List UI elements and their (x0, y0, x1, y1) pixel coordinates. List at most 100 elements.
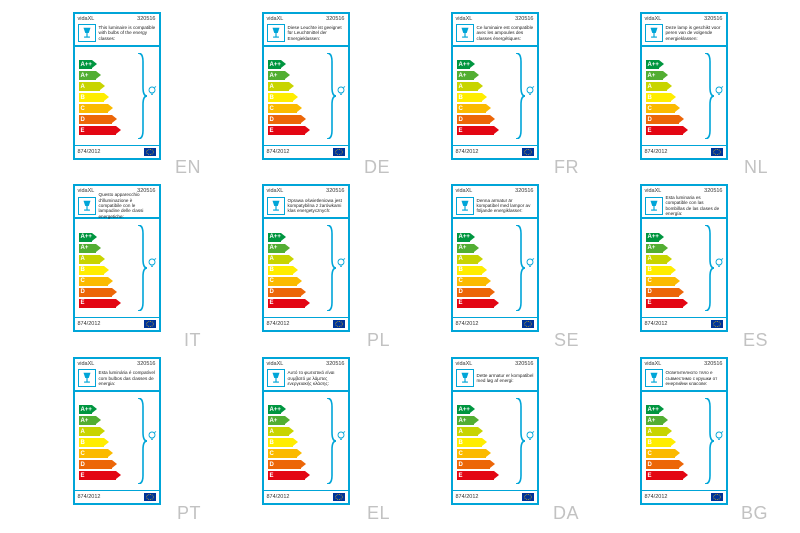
lamp-icon (458, 371, 472, 385)
language-code: ES (743, 330, 768, 351)
energy-arrow: A++ (268, 60, 305, 69)
energy-class-label: D (459, 117, 463, 123)
lamp-icon (647, 371, 661, 385)
lamp-icon (80, 199, 94, 213)
energy-arrow: B (79, 93, 116, 102)
regulation-code: 874/2012 (267, 494, 290, 500)
language-code: IT (184, 330, 201, 351)
brand-name: vidaXL (645, 361, 662, 367)
energy-class-label: E (459, 300, 463, 306)
compat-text: Denna armatur är kompatibel med lampor a… (477, 198, 534, 214)
energy-label-card: vidaXL 320516 Oprawa oświetleniowa jest … (262, 184, 350, 332)
energy-arrow: A++ (457, 233, 494, 242)
regulation-code: 874/2012 (645, 321, 668, 327)
product-code: 320516 (137, 16, 155, 22)
energy-class-label: A (270, 256, 274, 262)
brand-name: vidaXL (78, 16, 95, 22)
brand-name: vidaXL (78, 361, 95, 367)
energy-class-label: E (270, 300, 274, 306)
lamp-icon-box (645, 24, 663, 42)
energy-arrow: D (457, 460, 494, 469)
brand-name: vidaXL (267, 16, 284, 22)
card-header: vidaXL 320516 (453, 186, 537, 195)
energy-chart: A++ A+ A B C D E (453, 47, 537, 145)
energy-arrow: D (646, 115, 683, 124)
product-code: 320516 (515, 16, 533, 22)
energy-arrow: A+ (457, 71, 494, 80)
bracket-wrap (704, 225, 714, 311)
lamp-icon (458, 199, 472, 213)
bulb-hint-icon (147, 86, 157, 96)
energy-class-label: A++ (459, 407, 470, 413)
energy-arrow: E (79, 299, 116, 308)
energy-class-label: A+ (459, 73, 467, 79)
energy-chart: A++ A+ A B C D E (75, 392, 159, 490)
energy-label-grid: vidaXL 320516 This luminaire is compatib… (30, 12, 770, 522)
eu-flag-icon (522, 320, 534, 328)
bracket-wrap (704, 398, 714, 484)
label-cell-pt: vidaXL 320516 Esta luminária é compatíve… (30, 357, 203, 522)
energy-class-label: D (81, 117, 85, 123)
bracket (704, 398, 714, 484)
energy-class-label: C (270, 106, 274, 112)
energy-arrows: A++ A+ A B C D E (79, 60, 116, 135)
energy-arrow: B (457, 438, 494, 447)
bulb-hint (336, 431, 346, 443)
energy-class-label: D (648, 117, 652, 123)
energy-class-label: C (648, 106, 652, 112)
product-code: 320516 (326, 188, 344, 194)
regulation-code: 874/2012 (78, 149, 101, 155)
compat-text: This luminaire is compatible with bulbs … (99, 25, 156, 41)
energy-arrow: A+ (79, 244, 116, 253)
info-row: Deze lamp is geschikt voor peren van de … (642, 23, 726, 47)
compat-text: Diese Leuchte ist geeignet für Leuchtmit… (288, 25, 345, 41)
bracket (515, 225, 525, 311)
energy-class-label: A (81, 84, 85, 90)
card-header: vidaXL 320516 (75, 14, 159, 23)
card-footer: 874/2012 (75, 490, 159, 503)
brand-name: vidaXL (645, 188, 662, 194)
bulb-hint (525, 431, 535, 443)
energy-arrow: B (268, 438, 305, 447)
energy-class-label: E (270, 128, 274, 134)
lamp-icon (269, 199, 283, 213)
card-header: vidaXL 320516 (642, 359, 726, 368)
lamp-icon (269, 371, 283, 385)
bulb-hint-icon (147, 258, 157, 268)
energy-class-label: A (648, 256, 652, 262)
card-footer: 874/2012 (75, 317, 159, 330)
energy-class-label: C (270, 451, 274, 457)
card-footer: 874/2012 (453, 145, 537, 158)
energy-arrows: A++ A+ A B C D E (268, 405, 305, 480)
energy-class-label: A (270, 429, 274, 435)
regulation-code: 874/2012 (456, 321, 479, 327)
energy-arrows: A++ A+ A B C D E (646, 233, 683, 308)
bulb-hint-icon (336, 86, 346, 96)
energy-arrow: A+ (457, 244, 494, 253)
energy-arrow: E (457, 126, 494, 135)
brand-name: vidaXL (267, 188, 284, 194)
lamp-icon-box (78, 369, 96, 387)
energy-chart: A++ A+ A B C D E (453, 392, 537, 490)
bracket (515, 398, 525, 484)
lamp-icon (458, 26, 472, 40)
eu-flag-icon (144, 493, 156, 501)
regulation-code: 874/2012 (78, 494, 101, 500)
energy-arrow: A++ (79, 405, 116, 414)
energy-class-label: A+ (270, 73, 278, 79)
energy-class-label: A++ (81, 407, 92, 413)
energy-label-card: vidaXL 320516 Ce luminaire est compatibl… (451, 12, 539, 160)
bracket (326, 53, 336, 139)
energy-class-label: A++ (648, 234, 659, 240)
compat-text: Questo apparecchio d'illuminazione è com… (99, 192, 156, 218)
energy-class-label: D (648, 462, 652, 468)
energy-arrow: B (646, 438, 683, 447)
energy-label-card: vidaXL 320516 Αυτό το φωτιστικό είναι συ… (262, 357, 350, 505)
language-code: BG (741, 503, 768, 524)
lamp-icon (647, 199, 661, 213)
energy-class-label: C (648, 451, 652, 457)
energy-arrow: E (646, 126, 683, 135)
card-header: vidaXL 320516 (264, 14, 348, 23)
energy-label-card: vidaXL 320516 Deze lamp is geschikt voor… (640, 12, 728, 160)
bulb-hint (147, 86, 157, 98)
